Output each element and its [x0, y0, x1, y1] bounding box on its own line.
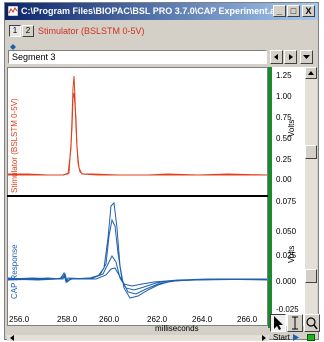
amplitude-scale[interactable]: 1.25 1.00 0.75 0.50 0.25 0.00 Volts 0.07…: [272, 67, 305, 326]
time-axis: 256.0 258.0 260.0 262.0 264.0 266.0 mill…: [7, 315, 268, 335]
upper-tick: 0.25: [276, 155, 292, 164]
lower-tick: 0.050: [276, 227, 297, 236]
arrow-left-icon: [274, 54, 278, 60]
lower-tick: -0.025: [276, 305, 299, 314]
acquisition-window: C:\Program Files\BIOPAC\BSL PRO 3.7.0\CA…: [4, 2, 320, 342]
chevron-down-icon: [303, 55, 310, 59]
x-tick: 260.0: [99, 315, 120, 324]
x-tick: 264.0: [192, 315, 213, 324]
segment-next-button[interactable]: [284, 50, 297, 64]
minimize-button[interactable]: _: [273, 5, 286, 17]
title-bar: C:\Program Files\BIOPAC\BSL PRO 3.7.0\CA…: [5, 3, 318, 20]
lower-scroll-thumb[interactable]: [305, 269, 317, 283]
marker-bar[interactable]: [268, 67, 272, 328]
lower-tick: 0.075: [276, 197, 297, 206]
arrow-right-icon[interactable]: [260, 335, 268, 341]
zoom-tool-button[interactable]: [304, 314, 320, 332]
lower-channel-name: CAP Response: [10, 244, 19, 299]
arrow-right-icon: [289, 54, 293, 60]
stimulator-trace: [8, 75, 267, 176]
upper-tick: 1.25: [276, 71, 292, 80]
upper-tick: 0.75: [276, 113, 292, 122]
upper-tick: 0.00: [276, 175, 292, 184]
x-tick: 262.0: [147, 315, 168, 324]
vertical-scrollbar[interactable]: [305, 67, 317, 327]
lower-tick: 0.000: [276, 277, 297, 286]
segment-dropdown-button[interactable]: [300, 50, 313, 64]
lower-tick: 0.025: [276, 251, 297, 260]
channel-divider: [7, 195, 313, 197]
upper-scroll-thumb[interactable]: [305, 145, 317, 159]
app-icon: [8, 6, 18, 16]
horizontal-scrollbar[interactable]: [7, 335, 269, 341]
x-axis-label: milliseconds: [155, 324, 199, 333]
arrow-up-icon: [308, 71, 314, 75]
status-led: [307, 334, 315, 341]
event-marker-icon[interactable]: [10, 44, 16, 50]
close-button[interactable]: X: [302, 5, 315, 17]
x-tick: 258.0: [57, 315, 78, 324]
channel-2-button[interactable]: 2: [22, 25, 34, 37]
maximize-button[interactable]: □: [287, 5, 300, 17]
magnifier-icon: [306, 317, 318, 330]
arrow-left-icon[interactable]: [8, 335, 16, 341]
segment-row: Segment 3: [5, 43, 318, 65]
waveform-canvas: [8, 75, 267, 299]
upper-unit-label: Volts: [287, 119, 296, 137]
play-icon: [293, 334, 300, 342]
i-beam-icon: [292, 316, 298, 330]
lower-unit-label: Volts: [287, 245, 296, 263]
arrow-cursor-icon: [274, 316, 283, 330]
cap-response-traces: [8, 201, 267, 299]
upper-channel-name: Stimulator (BSLSTM 0-5V): [10, 98, 19, 193]
arrow-tool-button[interactable]: [270, 314, 286, 332]
upper-tick: 0.50: [276, 134, 292, 143]
ibeam-tool-button[interactable]: [287, 314, 303, 332]
x-tick: 256.0: [9, 315, 30, 324]
channel-toolbar: 1 2 Stimulator (BSLSTM 0-5V): [5, 21, 318, 39]
scroll-up-button[interactable]: [305, 67, 317, 79]
segment-prev-button[interactable]: [270, 50, 283, 64]
window-title: C:\Program Files\BIOPAC\BSL PRO 3.7.0\CA…: [21, 6, 286, 16]
upper-tick: 1.00: [276, 92, 292, 101]
channel-1-button[interactable]: 1: [9, 25, 21, 37]
start-label: Start: [273, 333, 290, 342]
segment-field[interactable]: Segment 3: [8, 50, 267, 64]
x-tick: 266.0: [237, 315, 258, 324]
start-button[interactable]: Start: [273, 333, 300, 342]
selected-channel-label: Stimulator (BSLSTM 0-5V): [38, 26, 145, 36]
